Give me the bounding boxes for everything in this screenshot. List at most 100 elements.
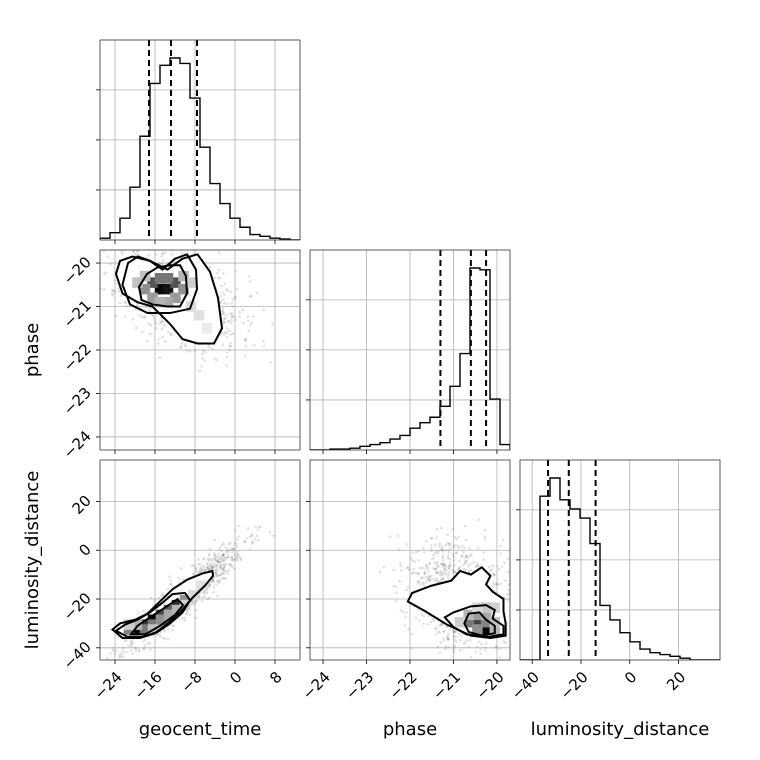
sample-point (226, 553, 230, 556)
sample-point (117, 656, 121, 659)
sample-point (434, 567, 438, 570)
sample-point (424, 540, 428, 543)
hist2d-panel-geocent_time-luminosity_distance-plot-area (100, 460, 300, 663)
sample-point (432, 619, 436, 622)
sample-point (442, 630, 445, 634)
sample-point (207, 559, 211, 563)
sample-point (467, 564, 470, 568)
sample-point (94, 250, 97, 253)
sample-point (219, 294, 222, 298)
sample-point (129, 644, 133, 648)
sample-point (472, 561, 475, 564)
sample-point (467, 570, 471, 574)
sample-point (120, 250, 124, 254)
sample-point (227, 319, 231, 323)
sample-point (475, 564, 478, 567)
sample-point (479, 648, 482, 651)
sample-point (222, 312, 225, 316)
sample-point (512, 630, 515, 633)
sample-point (405, 543, 408, 546)
density-bin (147, 292, 158, 304)
sample-point (211, 565, 215, 569)
sample-point (457, 567, 461, 571)
sample-point (222, 567, 225, 571)
sample-point (160, 327, 164, 331)
sample-point (134, 326, 138, 330)
sample-point (250, 533, 253, 536)
sample-point (453, 630, 457, 634)
sample-point (221, 554, 224, 557)
sample-point (435, 536, 439, 539)
sample-point (214, 568, 217, 572)
x-tick-label-luminosity_distance: 0 (621, 668, 640, 687)
sample-point (169, 582, 173, 585)
sample-point (462, 546, 466, 550)
sample-point (220, 549, 224, 553)
sample-point (436, 645, 440, 649)
sample-point (142, 647, 146, 651)
sample-point (158, 322, 162, 325)
sample-point (501, 538, 505, 542)
sample-point (177, 617, 180, 620)
sample-point (423, 572, 427, 576)
sample-point (118, 660, 121, 663)
sample-point (443, 563, 446, 566)
sample-point (491, 564, 494, 568)
sample-point (452, 650, 456, 654)
sample-point (421, 576, 424, 580)
sample-point (440, 578, 443, 582)
x-tick-label-luminosity_distance: −20 (557, 668, 592, 703)
sample-point (156, 247, 159, 250)
sample-point (444, 572, 448, 576)
sample-point (193, 602, 196, 606)
sample-point (382, 565, 385, 569)
sample-point (163, 630, 167, 633)
sample-point (504, 641, 508, 644)
sample-point (426, 566, 430, 570)
sample-point (226, 302, 229, 306)
sample-point (429, 578, 433, 581)
sample-point (221, 298, 225, 301)
sample-point (457, 535, 461, 539)
sample-point (181, 617, 184, 620)
sample-point (208, 557, 212, 561)
density-bin (480, 609, 492, 621)
sample-point (200, 352, 204, 356)
sample-point (244, 344, 248, 348)
density-bin (163, 609, 175, 621)
sample-point (422, 582, 426, 586)
sample-point (255, 534, 259, 537)
sample-point (117, 287, 120, 291)
sample-point (223, 317, 227, 321)
sample-point (222, 577, 226, 580)
sample-point (428, 561, 431, 565)
sample-point (206, 563, 209, 566)
sample-point (219, 564, 223, 567)
sample-point (216, 560, 220, 564)
sample-point (453, 535, 457, 539)
sample-point (427, 577, 430, 580)
density-bin (480, 624, 492, 635)
sample-point (457, 546, 461, 550)
sample-point (213, 557, 217, 560)
sample-point (421, 546, 425, 550)
sample-point (119, 655, 123, 658)
sample-point (213, 564, 216, 568)
sample-point (234, 269, 237, 273)
density-bin (195, 580, 207, 591)
sample-point (425, 564, 429, 567)
sample-point (246, 527, 250, 530)
sample-point (208, 552, 211, 555)
sample-point (124, 650, 128, 654)
sample-point (469, 568, 473, 572)
sample-point (226, 555, 230, 559)
sample-point (203, 569, 207, 573)
y-tick-label-phase: −22 (60, 340, 95, 375)
sample-point (185, 231, 188, 234)
sample-point (202, 566, 206, 569)
sample-point (216, 580, 220, 583)
sample-point (111, 649, 115, 653)
hist-panel-geocent_time (96, 40, 300, 240)
sample-point (160, 262, 164, 266)
